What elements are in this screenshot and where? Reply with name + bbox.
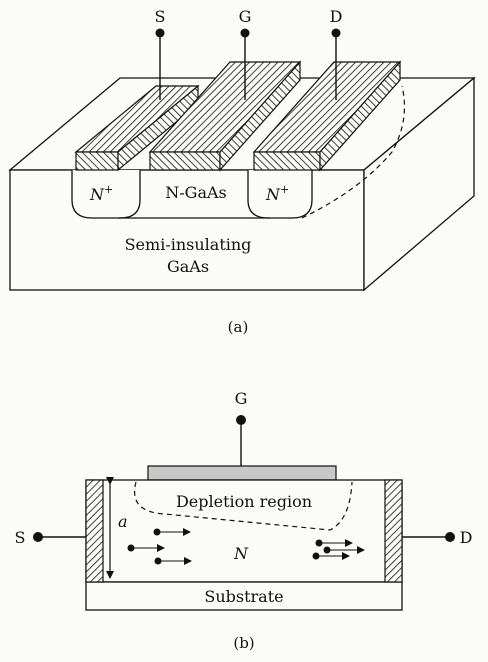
channel-body: [85, 479, 403, 583]
thickness-label: a: [118, 512, 128, 531]
substrate-label-line2: GaAs: [167, 257, 209, 276]
source-terminal: [155, 28, 165, 100]
drain-contact-b: [384, 479, 403, 583]
electron-flow: [127, 528, 365, 565]
electron: [127, 544, 135, 552]
substrate-label-line1: Semi-insulating: [125, 235, 252, 254]
electron: [154, 557, 162, 565]
drain-contact-stripe: [252, 60, 402, 172]
source-terminal-b: [33, 532, 86, 542]
source-label: S: [155, 7, 166, 26]
n-plus-left-label: N+: [89, 183, 113, 204]
electron: [153, 528, 161, 536]
gate-label: G: [239, 7, 252, 26]
depletion-boundary: [134, 481, 353, 531]
source-label-b: S: [15, 528, 26, 547]
n-plus-well-right: [247, 170, 313, 219]
drain-terminal: [331, 28, 341, 100]
depletion-edge-dashed: [301, 85, 406, 219]
substrate-layer: [85, 581, 403, 611]
substrate-label-b: Substrate: [204, 587, 283, 606]
block-right-face: [363, 76, 475, 292]
gate-terminal: [240, 28, 250, 100]
n-plus-right-label: N+: [265, 183, 289, 204]
figure-b: G Depletion region a: [15, 389, 473, 652]
channel-label-b: N: [233, 544, 249, 563]
electron: [315, 539, 323, 547]
source-contact-stripe: [74, 84, 200, 172]
gate-contact-stripe: [148, 60, 302, 172]
channel-label: N-GaAs: [165, 183, 227, 202]
drain-label: D: [330, 7, 343, 26]
source-contact-b: [85, 479, 104, 583]
gate-metal: [147, 465, 337, 481]
n-plus-well-left: [71, 170, 141, 219]
depletion-region-label: Depletion region: [176, 492, 312, 511]
gate-label-b: G: [235, 389, 248, 408]
electron: [323, 546, 331, 554]
drain-label-b: D: [460, 528, 473, 547]
caption-a: (a): [228, 318, 249, 336]
electron: [312, 552, 320, 560]
caption-b: (b): [233, 634, 254, 652]
drain-terminal-b: [402, 532, 455, 542]
gate-terminal-b: [236, 415, 246, 466]
figure-a: S G D N+ N+ N-GaAs Semi-insulating GaAs …: [8, 7, 476, 336]
